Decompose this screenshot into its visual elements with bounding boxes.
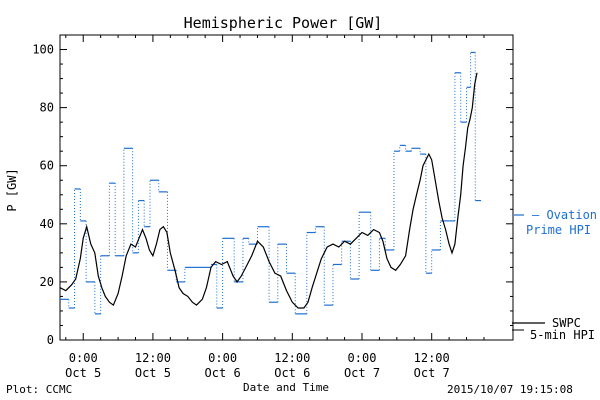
y-axis-label: P [GW] (5, 168, 19, 211)
plot-credit: Plot: CCMC (6, 383, 73, 396)
y-tick-label: 100 (32, 43, 54, 57)
plot-timestamp: 2015/10/07 19:15:08 (447, 383, 573, 396)
series-swpc-5min-hpi (59, 72, 478, 309)
legend-ovation-label-line2: Prime HPI (526, 223, 591, 237)
y-tick-label: 20 (40, 275, 54, 289)
x-tick-date-label: Oct 5 (135, 366, 171, 380)
x-tick-time-label: 0:00 (69, 351, 98, 365)
legend-swpc-label-line2: 5-min HPI (530, 328, 595, 342)
x-tick-time-label: 12:00 (135, 351, 171, 365)
x-axis-label: Date and Time (243, 381, 329, 394)
x-tick-date-label: Oct 6 (274, 366, 310, 380)
y-tick-label: 80 (40, 101, 54, 115)
legend-ovation-label-line1: — Ovation (532, 208, 597, 222)
x-tick-time-label: 12:00 (274, 351, 310, 365)
swpc-hpi-line (59, 72, 478, 309)
x-tick-date-label: Oct 7 (414, 366, 450, 380)
y-tick-label: 40 (40, 217, 54, 231)
series-ovation-prime-hpi (60, 51, 482, 315)
legend-swpc-label-line1: SWPC (552, 316, 581, 330)
y-axis-ticks: 0 20 40 60 80 100 (32, 43, 513, 347)
y-tick-label: 0 (47, 333, 54, 347)
x-tick-time-label: 12:00 (414, 351, 450, 365)
x-tick-time-label: 0:00 (208, 351, 237, 365)
x-tick-time-label: 0:00 (348, 351, 377, 365)
y-tick-label: 60 (40, 159, 54, 173)
x-tick-date-label: Oct 7 (344, 366, 380, 380)
x-tick-date-label: Oct 5 (65, 366, 101, 380)
plot-frame (59, 34, 514, 341)
chart-title: Hemispheric Power [GW] (184, 14, 383, 32)
x-tick-date-label: Oct 6 (205, 366, 241, 380)
series-layer (59, 51, 482, 315)
